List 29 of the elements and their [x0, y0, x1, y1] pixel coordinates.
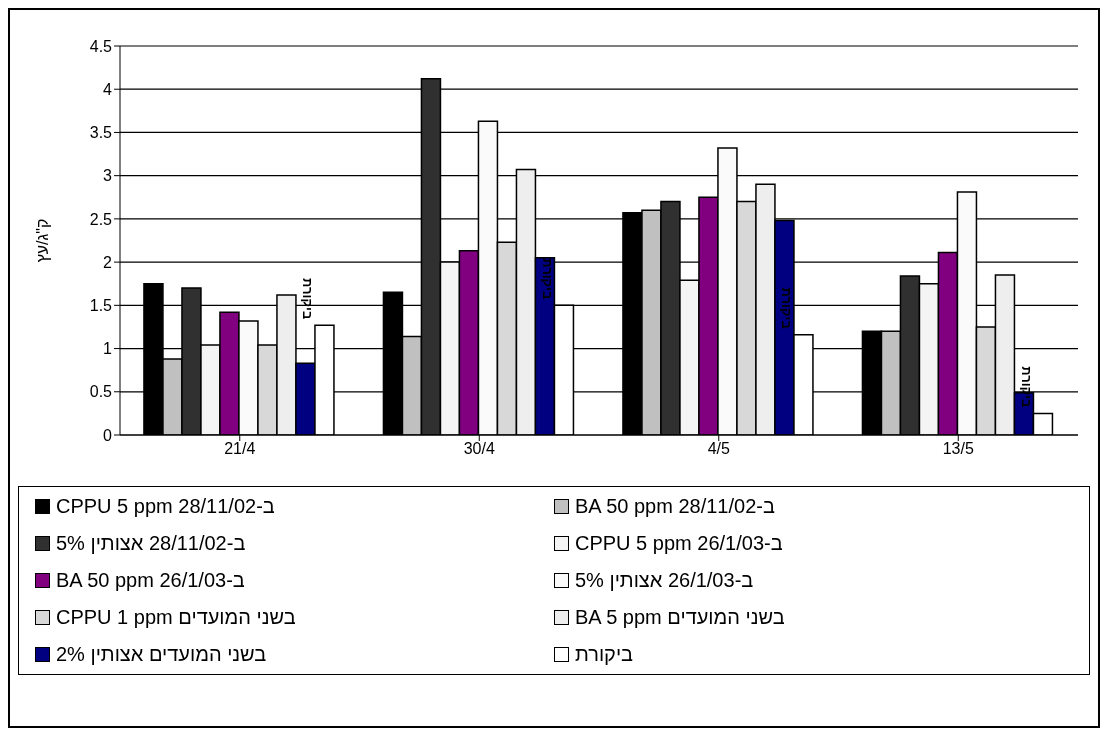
annotation: ביקורת: [779, 287, 795, 329]
y-tick-label: 4: [103, 80, 113, 98]
legend-label: ב-26/1/03 אצותין 5%: [575, 569, 754, 592]
y-axis-title: ק"ג/עץ: [33, 218, 51, 263]
y-tick-label: 3.5: [89, 124, 113, 142]
annotation: ביקורת: [1018, 366, 1034, 408]
legend-label: ב-28/11/02 אצותין 5%: [56, 532, 246, 555]
y-tick-label: 1: [103, 340, 113, 358]
legend-label: ב-26/1/03 CPPU 5 ppm: [575, 532, 783, 555]
legend-label: ב-26/1/03 BA 50 ppm: [56, 569, 245, 592]
annotation: ביקורת: [539, 258, 555, 300]
legend-label: ב-28/11/02 BA 50 ppm: [575, 495, 775, 518]
y-tick-label: 0: [103, 426, 113, 444]
y-tick-label: 0.5: [89, 383, 113, 401]
legend-label: ביקורת: [575, 643, 634, 666]
y-tick-label: 3: [103, 167, 113, 185]
x-tick-label: 4/5: [707, 440, 730, 458]
y-tick-label: 1.5: [89, 297, 113, 315]
annotation: ביקורת: [300, 278, 316, 320]
y-tick-label: 2: [103, 253, 113, 271]
x-tick-label: 21/4: [224, 440, 256, 458]
x-tick-label: 13/5: [942, 440, 974, 458]
y-tick-label: 4.5: [89, 37, 113, 55]
legend-label: בשני המועדים CPPU 1 ppm: [56, 606, 296, 629]
legend-label: בשני המועדים אצותין 2%: [56, 643, 267, 666]
legend-label: ב-28/11/02 CPPU 5 ppm: [56, 495, 275, 518]
x-tick-label: 30/4: [463, 440, 495, 458]
y-tick-label: 2.5: [89, 210, 113, 228]
legend-label: בשני המועדים BA 5 ppm: [575, 606, 785, 629]
